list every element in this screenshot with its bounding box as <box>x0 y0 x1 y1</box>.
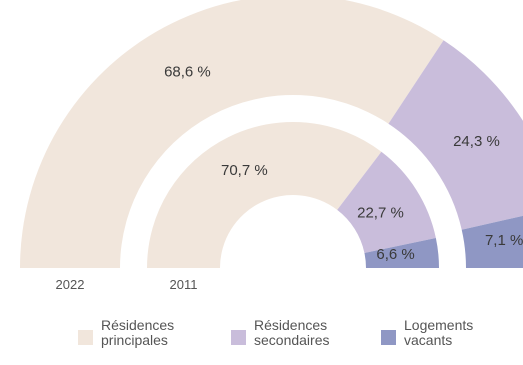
legend-swatch <box>78 330 93 345</box>
legend: Résidences principales Résidences second… <box>0 318 523 358</box>
segment-2022-residences-principales <box>20 0 444 268</box>
value-label-2011-logements-vacants: 6,6 % <box>376 246 414 263</box>
segment-2022-logements-vacants <box>461 215 523 268</box>
segment-2011-logements-vacants <box>364 237 439 268</box>
legend-item-logements-vacants: Logements vacants <box>381 318 473 348</box>
legend-swatch <box>231 330 246 345</box>
legend-label: Résidences secondaires <box>254 317 330 348</box>
legend-swatch <box>381 330 396 345</box>
value-label-2022-residences-secondaires: 24,3 % <box>453 133 500 150</box>
legend-label: Résidences principales <box>101 317 175 348</box>
value-label-2022-logements-vacants: 7,1 % <box>485 232 523 249</box>
value-label-2011-residences-principales: 70,7 % <box>221 162 268 179</box>
value-label-2011-residences-secondaires: 22,7 % <box>357 205 404 222</box>
ring-2022 <box>20 0 523 268</box>
year-label-2011: 2011 <box>170 277 198 292</box>
segment-2022-residences-secondaires <box>388 40 523 230</box>
legend-item-residences-principales: Résidences principales <box>78 318 174 348</box>
legend-label: Logements vacants <box>404 317 474 348</box>
legend-item-residences-secondaires: Résidences secondaires <box>231 318 330 348</box>
segment-2011-residences-secondaires <box>337 151 436 253</box>
value-label-2022-residences-principales: 68,6 % <box>164 64 211 81</box>
ring-2011 <box>147 122 439 268</box>
year-label-2022: 2022 <box>56 277 85 292</box>
segment-2011-residences-principales <box>147 122 382 268</box>
